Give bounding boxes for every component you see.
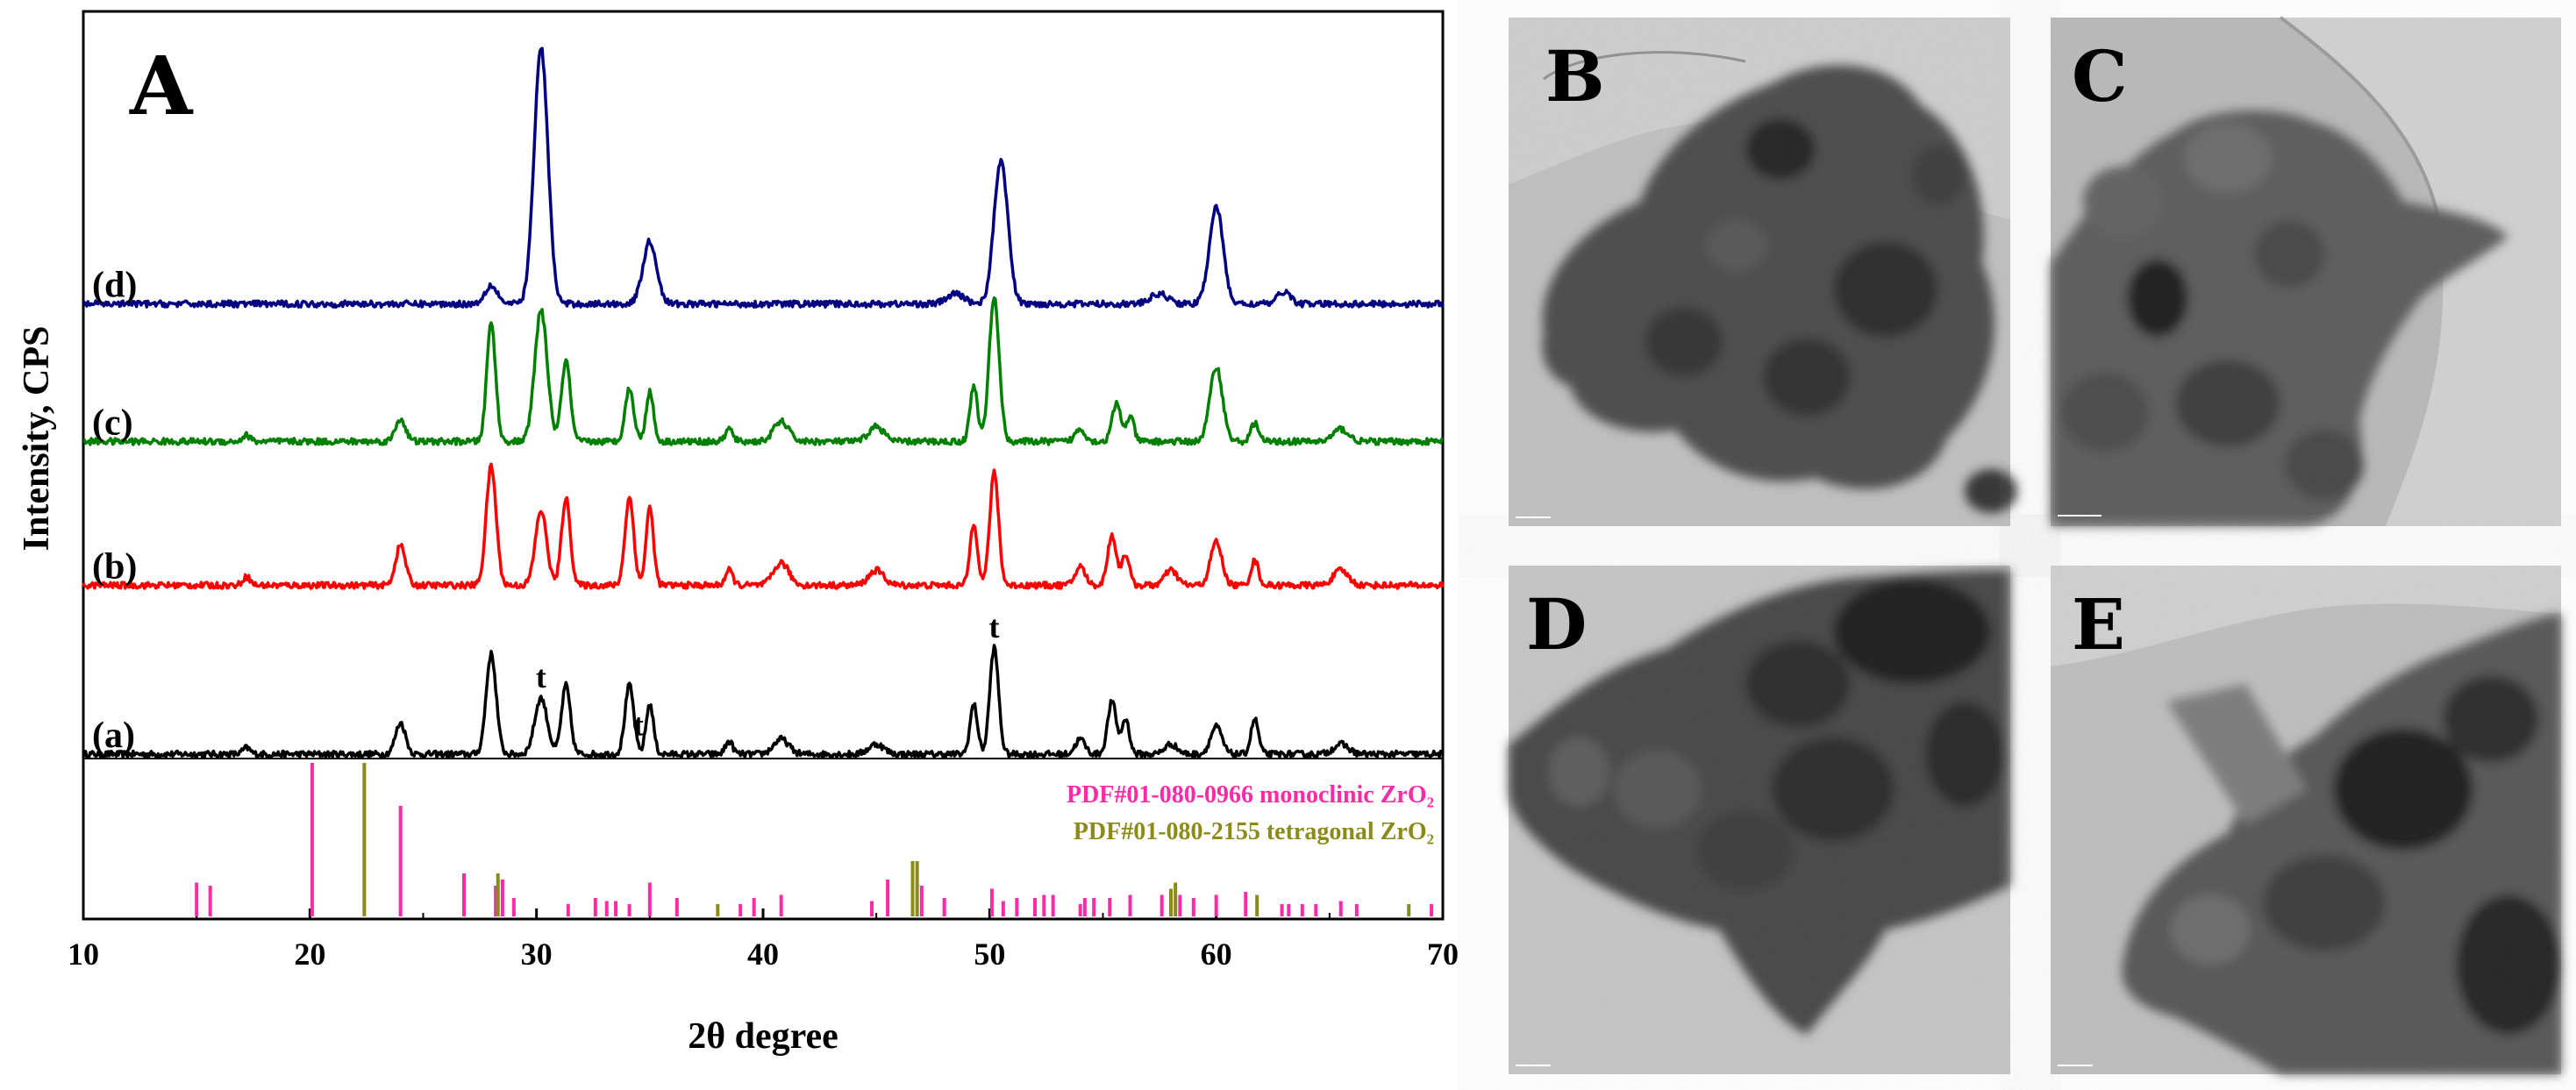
legend-tetragonal: PDF#01-080-2155 tetragonal ZrO₂	[1074, 818, 1434, 845]
phase-annotation: t	[633, 707, 644, 742]
phase-annotation: t	[536, 659, 546, 695]
tem-panel-c: C	[2051, 16, 2561, 527]
x-tick-label: 60	[1201, 937, 1232, 972]
xrd-chart: A 10 20 30 40 50 60 70 (a) (b) (c) (d) t t t PDF#01…	[17, 10, 1459, 1057]
x-tick-label: 30	[521, 937, 553, 972]
panel-label-e: E	[2072, 583, 2125, 666]
x-tick-label: 10	[68, 937, 99, 972]
tem-panel-e: E	[2051, 566, 2561, 1074]
series-group	[82, 46, 1445, 759]
series-label: (d)	[92, 266, 137, 306]
panel-label-c: C	[2072, 35, 2128, 118]
x-tick-label: 20	[294, 937, 325, 972]
series-labels: (a) (b) (c) (d)	[92, 266, 137, 756]
series-line	[82, 462, 1445, 590]
series-line	[82, 644, 1444, 759]
x-tick-label: 40	[747, 937, 779, 972]
panel-label-a: A	[129, 39, 194, 133]
series-line	[82, 46, 1445, 309]
series-label: (c)	[92, 403, 133, 443]
tem-panel-d: D	[1509, 566, 2010, 1074]
series-label: (b)	[92, 546, 137, 587]
annotations: t t t	[536, 609, 1000, 743]
x-tick-label: 70	[1427, 937, 1459, 972]
tem-panel-b: B	[1509, 18, 2017, 526]
x-tick-label: 50	[974, 937, 1005, 972]
phase-annotation: t	[989, 609, 1000, 645]
panel-label-d: D	[1526, 583, 1587, 666]
panel-label-b: B	[1545, 35, 1605, 118]
x-axis-title: 2θ degree	[688, 1016, 838, 1057]
series-line	[82, 296, 1444, 446]
legend-monoclinic: PDF#01-080-0966 monoclinic ZrO₂	[1067, 781, 1434, 809]
series-label: (a)	[92, 716, 135, 756]
reference-lines	[195, 763, 1434, 916]
y-axis-title: Intensity, CPS	[17, 326, 57, 552]
